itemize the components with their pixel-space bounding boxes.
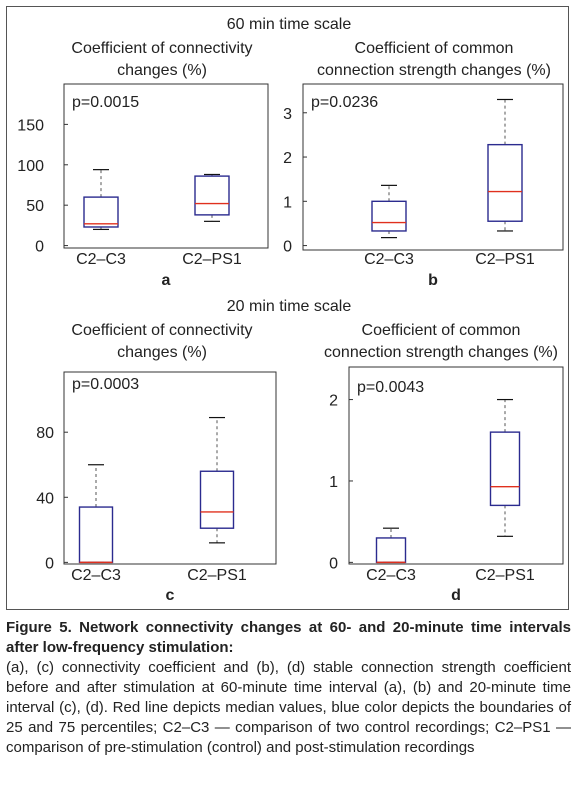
panel-a-category-label-c2ps1: C2–PS1 (182, 251, 242, 268)
panel-b-p-value: p=0.0236 (311, 94, 378, 111)
panel-b-c2ps1-box (487, 143, 523, 222)
panel-a-plot-area (63, 83, 269, 249)
panel-d-ytick-label-0: 0 (329, 555, 338, 572)
panel-c-letter: c (166, 587, 175, 604)
panel-b-category-label-c2c3: C2–C3 (364, 251, 414, 268)
panel-d-letter: d (451, 587, 461, 604)
panel-d-p-value: p=0.0043 (357, 379, 424, 396)
panel-b-title-line-2: connection strength changes (%) (317, 62, 551, 79)
panel-c-c2c3-box (78, 506, 114, 564)
panel-c-c2ps1-box (199, 470, 235, 529)
panel-d-ytick-label-2: 2 (329, 393, 338, 410)
panel-a-ytick-label-150: 150 (17, 117, 44, 134)
caption-body: (a), (c) connectivity coefficient and (b… (6, 659, 571, 756)
caption-title: Figure 5. Network connectivity changes a… (6, 619, 571, 656)
panel-a-ytick-label-0: 0 (35, 239, 44, 256)
panel-a-c2c3-box (83, 196, 119, 228)
panel-d-c2ps1-box (489, 431, 521, 507)
panel-d-plot-area (348, 366, 564, 565)
figure-canvas: 60 min time scale 20 min time scale Coeffi… (17, 16, 564, 604)
panel-c-category-label-c2ps1: C2–PS1 (187, 567, 247, 584)
panel-d-title-line-2: connection strength changes (%) (324, 344, 558, 361)
panel-d-title-line-1: Coefficient of common (362, 322, 521, 339)
panel-b-plot-area (302, 83, 564, 251)
panel-b-ytick-label-0: 0 (283, 239, 292, 256)
panel-c-title-line-2: changes (%) (117, 344, 207, 361)
panel-b-category-label-c2ps1: C2–PS1 (475, 251, 535, 268)
panel-a-ytick-label-100: 100 (17, 158, 44, 175)
panel-b-c2c3-box (371, 200, 407, 232)
panel-d-category-label-c2c3: C2–C3 (366, 567, 416, 584)
panel-a-category-label-c2c3: C2–C3 (76, 251, 126, 268)
panel-b-ytick-label-2: 2 (283, 150, 292, 167)
panel-d-ytick-label-1: 1 (329, 474, 338, 491)
panel-b-ytick-label-3: 3 (283, 106, 292, 123)
panel-c-category-label-c2c3: C2–C3 (71, 567, 121, 584)
panel-c-title-line-1: Coefficient of connectivity (71, 322, 252, 339)
panel-c-ytick-label-0: 0 (45, 555, 54, 572)
panel-b-letter: b (428, 272, 438, 289)
panel-d-category-label-c2ps1: C2–PS1 (475, 567, 535, 584)
panel-a-p-value: p=0.0015 (72, 94, 139, 111)
panel-d-c2c3-box (375, 537, 407, 564)
section-title-60min: 60 min time scale (227, 16, 352, 33)
panel-c-ytick-label-80: 80 (36, 425, 54, 442)
panel-b-title-line-1: Coefficient of common (355, 40, 514, 57)
panel-c-plot-area (63, 371, 277, 565)
figure-caption: Figure 5. Network connectivity changes a… (6, 618, 571, 758)
panel-a-letter: a (162, 272, 171, 289)
panel-c-p-value: p=0.0003 (72, 376, 139, 393)
figure-frame (6, 6, 569, 610)
panel-a-ytick-label-50: 50 (26, 198, 44, 215)
section-title-20min: 20 min time scale (227, 298, 352, 315)
panel-a-title-line-2: changes (%) (117, 62, 207, 79)
panel-b-ytick-label-1: 1 (283, 194, 292, 211)
panel-a-c2ps1-box (194, 175, 230, 216)
panel-a-title-line-1: Coefficient of connectivity (71, 40, 252, 57)
panel-c-ytick-label-40: 40 (36, 490, 54, 507)
